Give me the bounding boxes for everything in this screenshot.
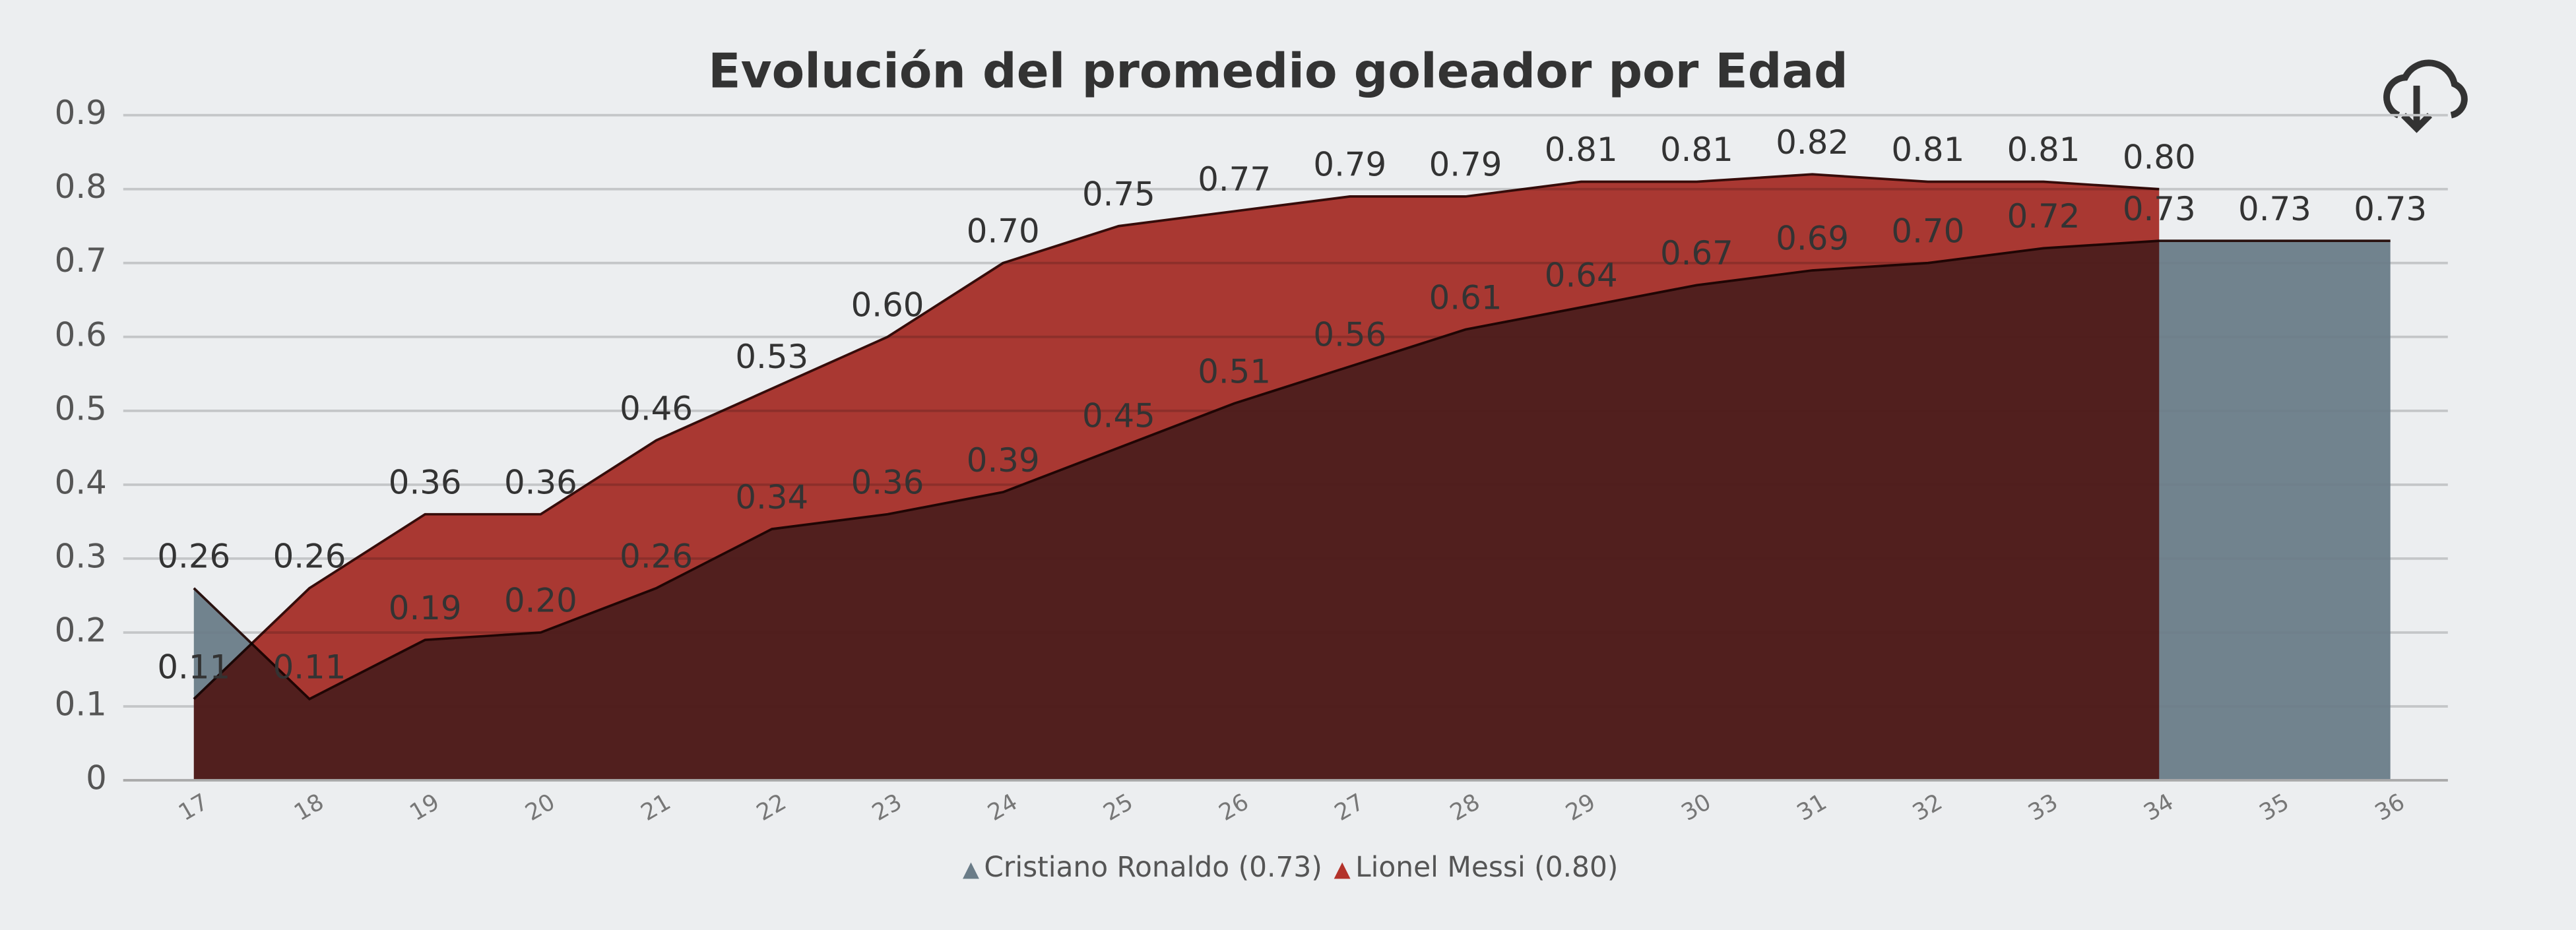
data-label: 0.82 xyxy=(1776,123,1849,162)
data-label: 0.81 xyxy=(1891,131,1964,169)
data-label: 0.11 xyxy=(273,648,346,686)
data-label: 0.80 xyxy=(2123,138,2196,176)
data-label: 0.11 xyxy=(157,648,230,686)
data-label: 0.69 xyxy=(1776,220,1849,258)
data-label: 0.19 xyxy=(389,589,462,627)
y-tick-label: 0.6 xyxy=(55,315,107,354)
data-label: 0.26 xyxy=(273,537,346,575)
y-tick-label: 0.8 xyxy=(55,168,107,206)
data-label: 0.34 xyxy=(735,478,808,516)
data-label: 0.26 xyxy=(620,537,693,575)
series-layer xyxy=(193,173,2160,781)
data-label: 0.70 xyxy=(967,212,1040,250)
y-tick-label: 0 xyxy=(86,759,107,797)
y-tick-label: 0.7 xyxy=(55,241,107,280)
data-label: 0.39 xyxy=(967,441,1040,480)
chart-title: Evolución del promedio goleador por Edad xyxy=(708,44,1848,99)
legend-label: Cristiano Ronaldo (0.73) xyxy=(984,851,1322,883)
data-label: 0.67 xyxy=(1660,234,1733,272)
y-tick-label: 0.1 xyxy=(55,685,107,724)
data-label: 0.77 xyxy=(1198,160,1271,199)
data-label: 0.36 xyxy=(389,463,462,501)
y-tick-label: 0.2 xyxy=(55,611,107,649)
data-label: 0.60 xyxy=(851,286,924,324)
data-label: 0.51 xyxy=(1198,352,1271,390)
area xyxy=(193,174,2160,781)
data-label: 0.36 xyxy=(504,463,577,501)
data-label: 0.73 xyxy=(2354,190,2427,228)
data-label: 0.79 xyxy=(1429,146,1502,184)
data-label: 0.72 xyxy=(2007,197,2080,235)
legend-marker xyxy=(1334,862,1351,879)
legend-marker xyxy=(963,862,979,879)
legend-label: Lionel Messi (0.80) xyxy=(1355,851,1618,883)
data-label: 0.26 xyxy=(157,537,230,575)
data-label: 0.61 xyxy=(1429,278,1502,317)
y-tick-label: 0.5 xyxy=(55,389,107,427)
y-tick-label: 0.3 xyxy=(55,537,107,575)
data-label: 0.36 xyxy=(851,463,924,501)
data-label: 0.70 xyxy=(1891,212,1964,250)
data-label: 0.64 xyxy=(1545,257,1618,295)
data-label: 0.81 xyxy=(1545,131,1618,169)
data-label: 0.53 xyxy=(735,338,808,376)
data-label: 0.56 xyxy=(1313,315,1386,354)
data-label: 0.73 xyxy=(2123,190,2196,228)
data-label: 0.45 xyxy=(1082,397,1155,435)
data-label: 0.79 xyxy=(1313,146,1386,184)
data-label: 0.46 xyxy=(620,389,693,427)
data-label: 0.75 xyxy=(1082,175,1155,213)
data-label: 0.73 xyxy=(2238,190,2311,228)
y-tick-label: 0.4 xyxy=(55,463,107,501)
data-label: 0.20 xyxy=(504,582,577,620)
download-icon[interactable] xyxy=(2383,59,2468,133)
data-label: 0.81 xyxy=(1660,131,1733,169)
y-tick-label: 0.9 xyxy=(55,94,107,132)
area-outline xyxy=(193,173,2160,700)
data-label: 0.81 xyxy=(2007,131,2080,169)
